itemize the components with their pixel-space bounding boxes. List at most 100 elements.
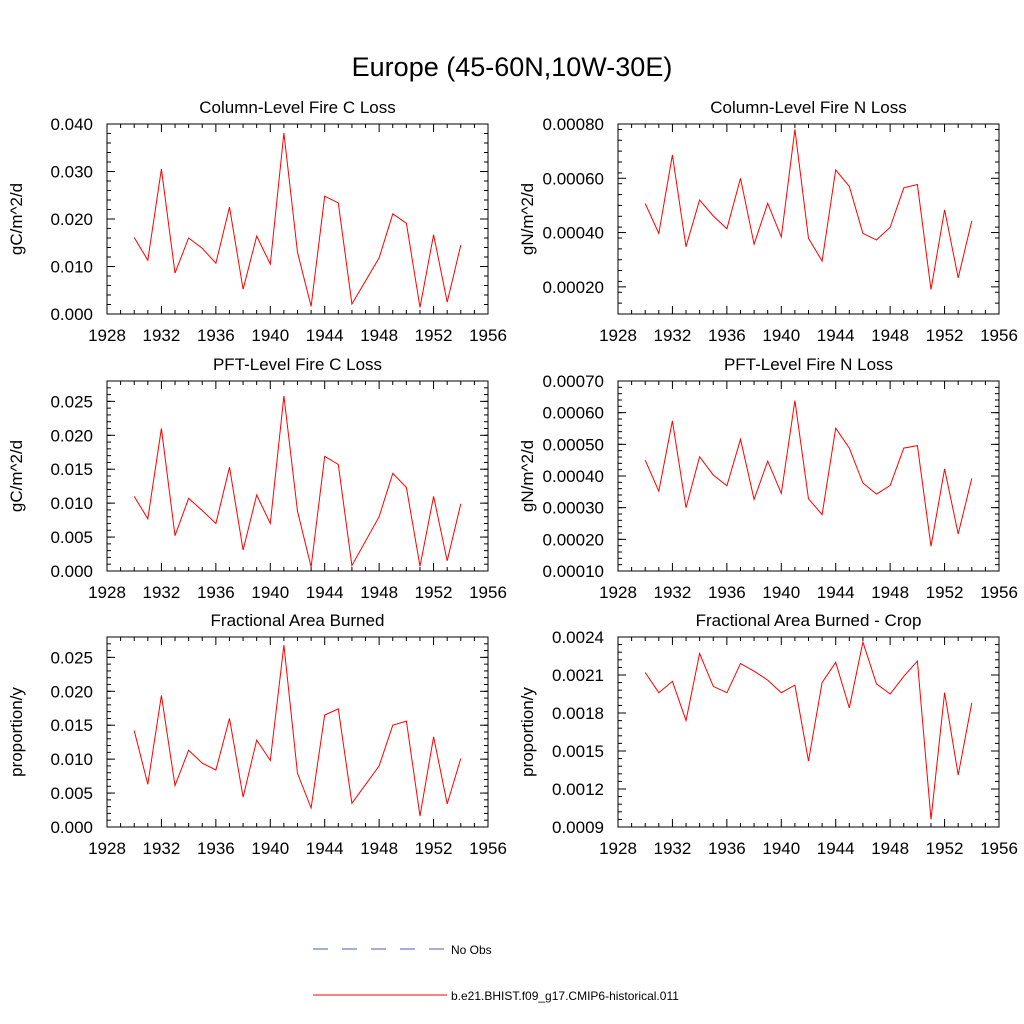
y-axis-label: gC/m^2/d <box>7 440 26 512</box>
x-tick-label: 1944 <box>306 839 344 858</box>
y-tick-label: 0.010 <box>50 750 93 769</box>
y-axis-label: gN/m^2/d <box>518 183 537 255</box>
x-tick-label: 1948 <box>871 583 909 602</box>
y-tick-label: 0.00010 <box>543 562 604 581</box>
x-tick-label: 1956 <box>980 839 1018 858</box>
y-tick-label: 0.025 <box>50 392 93 411</box>
x-tick-label: 1948 <box>360 839 398 858</box>
series-line <box>644 129 973 290</box>
y-tick-label: 0.000 <box>50 305 93 324</box>
figure-title: Europe (45-60N,10W-30E) <box>352 52 673 82</box>
x-tick-label: 1936 <box>197 583 235 602</box>
x-tick-label: 1932 <box>143 326 181 345</box>
x-tick-label: 1948 <box>871 326 909 345</box>
x-tick-label: 1948 <box>360 583 398 602</box>
x-tick-label: 1932 <box>654 326 692 345</box>
plot-frame <box>617 636 1000 828</box>
y-axis-label: proportion/y <box>518 687 537 777</box>
y-tick-label: 0.020 <box>50 682 93 701</box>
y-tick-label: 0.030 <box>50 163 93 182</box>
y-tick-label: 0.00060 <box>543 169 604 188</box>
x-tick-label: 1936 <box>197 326 235 345</box>
x-tick-label: 1952 <box>926 326 964 345</box>
y-tick-label: 0.010 <box>50 258 93 277</box>
series-line <box>644 400 973 547</box>
y-tick-label: 0.010 <box>50 494 93 513</box>
x-tick-label: 1932 <box>654 583 692 602</box>
x-tick-label: 1956 <box>469 839 507 858</box>
x-tick-label: 1944 <box>306 583 344 602</box>
x-tick-label: 1928 <box>88 839 126 858</box>
y-axis-label: gC/m^2/d <box>7 183 26 255</box>
series-line <box>133 395 462 568</box>
y-tick-label: 0.00040 <box>543 224 604 243</box>
x-tick-label: 1948 <box>871 839 909 858</box>
y-tick-label: 0.00020 <box>543 530 604 549</box>
y-axis-label: proportion/y <box>7 687 26 777</box>
x-tick-label: 1944 <box>817 583 855 602</box>
plot-frame <box>617 380 1000 572</box>
chart-title: Column-Level Fire C Loss <box>199 98 396 117</box>
y-tick-label: 0.00050 <box>543 435 604 454</box>
x-tick-label: 1940 <box>762 839 800 858</box>
y-tick-label: 0.015 <box>50 460 93 479</box>
y-tick-label: 0.00030 <box>543 499 604 518</box>
x-tick-label: 1952 <box>415 326 453 345</box>
y-axis-label: gN/m^2/d <box>518 440 537 512</box>
x-tick-label: 1928 <box>599 583 637 602</box>
y-tick-label: 0.020 <box>50 210 93 229</box>
y-tick-label: 0.00020 <box>543 278 604 297</box>
y-tick-label: 0.00070 <box>543 372 604 391</box>
chart-panel-3: PFT-Level Fire C Loss gC/m^2/d 1928 1932 193… <box>7 355 507 602</box>
x-tick-label: 1936 <box>708 326 746 345</box>
chart-panel-2: Column-Level Fire N Loss gN/m^2/d 1928 1932… <box>518 98 1018 345</box>
x-tick-label: 1932 <box>143 839 181 858</box>
plot-frame <box>106 380 489 572</box>
x-tick-label: 1936 <box>708 583 746 602</box>
chart-title: Column-Level Fire N Loss <box>710 98 907 117</box>
y-tick-label: 0.015 <box>50 716 93 735</box>
x-tick-label: 1956 <box>469 326 507 345</box>
series-line <box>644 640 973 820</box>
x-tick-label: 1936 <box>708 839 746 858</box>
y-tick-label: 0.00060 <box>543 404 604 423</box>
chart-panel-4: PFT-Level Fire N Loss gN/m^2/d 1928 1932 193… <box>518 355 1018 602</box>
y-tick-label: 0.020 <box>50 426 93 445</box>
y-tick-label: 0.025 <box>50 648 93 667</box>
x-tick-label: 1956 <box>980 583 1018 602</box>
x-tick-label: 1944 <box>817 326 855 345</box>
legend-model-label: b.e21.BHIST.f09_g17.CMIP6-historical.011 <box>451 989 679 1003</box>
legend-obs-label: No Obs <box>451 943 492 957</box>
x-tick-label: 1940 <box>762 583 800 602</box>
x-tick-label: 1928 <box>599 839 637 858</box>
y-tick-label: 0.0024 <box>552 628 604 647</box>
x-tick-label: 1940 <box>762 326 800 345</box>
x-tick-label: 1940 <box>251 839 289 858</box>
plot-frame <box>106 636 489 828</box>
x-tick-label: 1952 <box>926 839 964 858</box>
x-tick-label: 1944 <box>306 326 344 345</box>
chart-title: PFT-Level Fire N Loss <box>724 355 893 374</box>
series-line <box>133 132 462 308</box>
chart-title: PFT-Level Fire C Loss <box>213 355 382 374</box>
x-tick-label: 1948 <box>360 326 398 345</box>
y-tick-label: 0.0015 <box>552 742 604 761</box>
y-tick-label: 0.0018 <box>552 704 604 723</box>
x-tick-label: 1952 <box>415 583 453 602</box>
x-tick-label: 1932 <box>143 583 181 602</box>
x-tick-label: 1940 <box>251 583 289 602</box>
y-tick-label: 0.00080 <box>543 115 604 134</box>
y-tick-label: 0.00040 <box>543 467 604 486</box>
series-line <box>133 645 462 817</box>
legend: No Obs b.e21.BHIST.f09_g17.CMIP6-histori… <box>313 943 679 1003</box>
y-tick-label: 0.000 <box>50 818 93 837</box>
chart-title: Fractional Area Burned - Crop <box>696 611 922 630</box>
panels: Column-Level Fire C Loss gC/m^2/d 1928 1932… <box>7 98 1018 858</box>
y-tick-label: 0.040 <box>50 115 93 134</box>
x-tick-label: 1952 <box>415 839 453 858</box>
x-tick-label: 1956 <box>980 326 1018 345</box>
plot-frame <box>106 123 489 315</box>
y-tick-label: 0.0009 <box>552 818 604 837</box>
chart-title: Fractional Area Burned <box>211 611 385 630</box>
